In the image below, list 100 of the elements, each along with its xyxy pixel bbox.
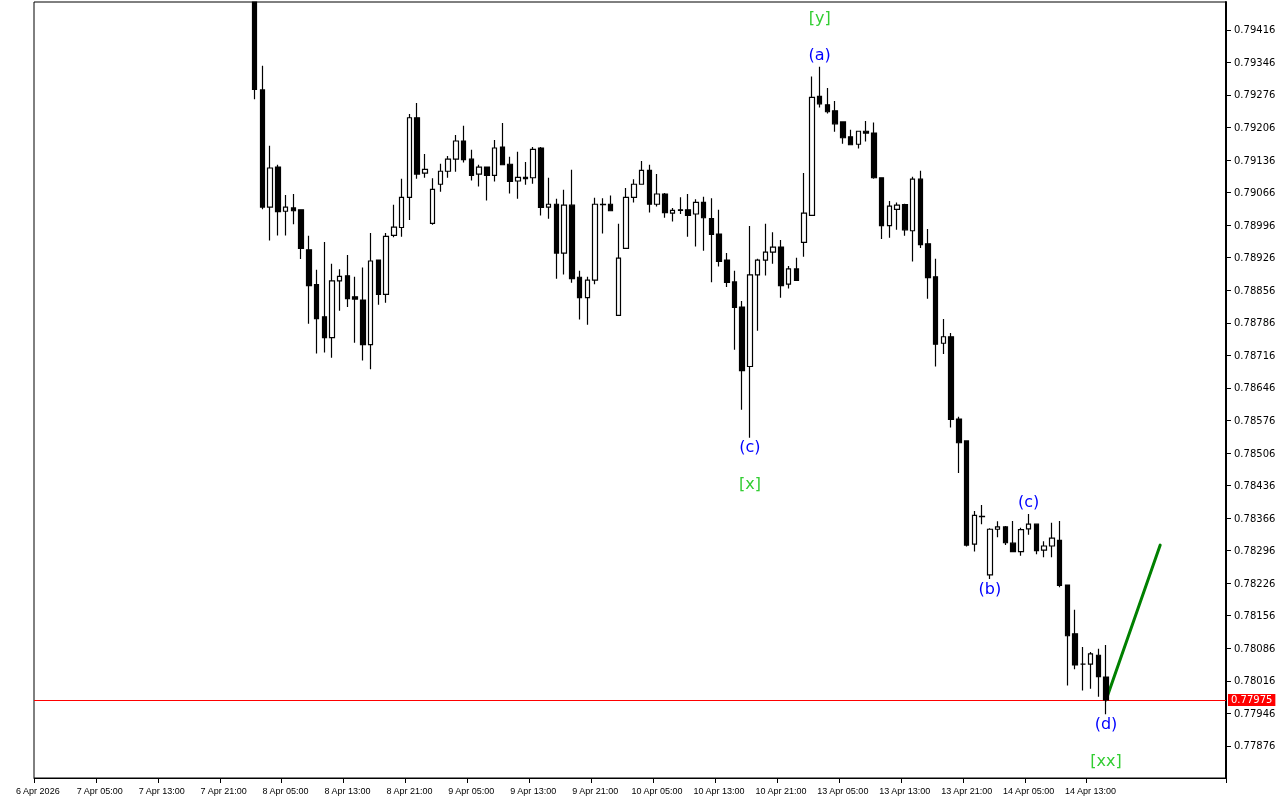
- candlestick: [1017, 527, 1025, 557]
- candlestick: [769, 231, 777, 265]
- y-tick-label: 0.78786: [1234, 317, 1276, 329]
- candlestick: [878, 177, 885, 240]
- candlestick: [615, 223, 622, 317]
- candlestick: [917, 170, 924, 249]
- y-tick-label: 0.78436: [1234, 480, 1276, 492]
- candlestick: [661, 192, 669, 219]
- candlestick: [390, 204, 398, 238]
- annotation: [xx]: [1090, 750, 1122, 770]
- candlestick: [437, 163, 444, 193]
- candlestick: [1071, 609, 1079, 670]
- candlestick: [1048, 522, 1056, 558]
- candlestick: [909, 176, 916, 263]
- candlestick: [514, 151, 522, 200]
- candlestick: [1064, 584, 1071, 687]
- candlestick: [940, 318, 947, 355]
- candlestick: [816, 66, 823, 109]
- candlestick: [1002, 525, 1009, 546]
- y-tick-label: 0.78856: [1234, 284, 1276, 296]
- candlestick: [1025, 513, 1032, 536]
- candlestick: [398, 178, 405, 238]
- candlestick: [808, 75, 816, 217]
- candlestick: [367, 232, 374, 370]
- y-tick-label: 0.77946: [1234, 707, 1276, 719]
- candlestick: [855, 130, 862, 150]
- x-tick-label: 8 Apr 13:00: [324, 785, 371, 796]
- y-tick-label: 0.78576: [1234, 414, 1276, 426]
- candlestick: [947, 332, 955, 429]
- candlestick: [452, 134, 460, 173]
- y-tick-label: 0.78226: [1234, 577, 1276, 589]
- candlestick: [359, 266, 367, 362]
- y-tick-label: 0.78716: [1234, 349, 1276, 361]
- x-tick-label: 10 Apr 13:00: [693, 785, 745, 796]
- candlestick: [545, 177, 552, 220]
- ref-line-label: 0.77975: [1231, 694, 1273, 706]
- candlestick: [886, 200, 893, 239]
- x-tick-label: 9 Apr 13:00: [510, 785, 557, 796]
- candlestick: [653, 173, 661, 208]
- y-tick-label: 0.79276: [1234, 89, 1276, 101]
- candlestick: [831, 100, 839, 133]
- candlestick: [553, 198, 560, 280]
- candlestick: [893, 201, 901, 231]
- candlestick: [793, 257, 800, 282]
- candlestick: [924, 228, 932, 300]
- x-tick-label: 9 Apr 21:00: [572, 785, 619, 796]
- candlestick: [646, 164, 653, 214]
- candlestick: [630, 178, 638, 203]
- candlestick: [413, 102, 421, 180]
- candlestick: [862, 120, 870, 143]
- candlestick: [266, 145, 274, 242]
- x-tick-label: 9 Apr 05:00: [448, 785, 495, 796]
- candlestick: [313, 269, 320, 355]
- candlestick: [723, 252, 731, 288]
- y-tick-label: 0.79416: [1234, 24, 1276, 36]
- candlestick: [622, 187, 630, 250]
- candlestick: [460, 125, 467, 164]
- x-tick-label: 7 Apr 13:00: [138, 785, 185, 796]
- y-tick-label: 0.78156: [1234, 610, 1276, 622]
- candlestick: [491, 139, 498, 183]
- x-tick-label: 7 Apr 05:00: [76, 785, 123, 796]
- candlestick: [1079, 646, 1087, 692]
- candlestick: [475, 164, 483, 188]
- candlestick: [746, 225, 754, 439]
- candlestick: [406, 113, 413, 221]
- x-tick-label: 13 Apr 21:00: [941, 785, 993, 796]
- candlestick: [382, 232, 390, 304]
- candlestick: [282, 194, 289, 236]
- candlestick: [444, 155, 452, 179]
- candlestick: [568, 169, 576, 284]
- x-tick-label: 14 Apr 13:00: [1065, 785, 1117, 796]
- candlestick: [824, 87, 831, 115]
- candlestick: [351, 276, 359, 344]
- y-tick-label: 0.79346: [1234, 56, 1276, 68]
- candlestick: [591, 197, 599, 285]
- candlestick: [468, 149, 475, 182]
- candlestick: [731, 270, 738, 351]
- y-tick-label: 0.78996: [1234, 219, 1276, 231]
- candlestick: [785, 265, 792, 290]
- candlestick: [1033, 523, 1040, 555]
- y-tick-label: 0.78366: [1234, 512, 1276, 524]
- candlestick: [274, 164, 282, 236]
- y-tick-label: 0.78646: [1234, 382, 1276, 394]
- candlestick: [375, 259, 382, 306]
- y-tick-label: 0.78296: [1234, 545, 1276, 557]
- y-tick-label: 0.78086: [1234, 642, 1276, 654]
- candlestick: [692, 198, 700, 248]
- candlestick: [529, 146, 537, 185]
- y-tick-label: 0.79206: [1234, 122, 1276, 134]
- candlestick: [700, 196, 707, 252]
- x-tick-label: 13 Apr 13:00: [879, 785, 931, 796]
- candlestick: [978, 504, 986, 525]
- candlestick: [963, 440, 970, 548]
- annotation: [y]: [808, 8, 831, 28]
- x-tick-label: 10 Apr 05:00: [631, 785, 683, 796]
- candlestick: [708, 197, 715, 283]
- candlestick: [297, 209, 305, 260]
- candlestick: [483, 166, 491, 202]
- candlestick: [537, 146, 545, 217]
- annotation: (c): [1017, 492, 1040, 512]
